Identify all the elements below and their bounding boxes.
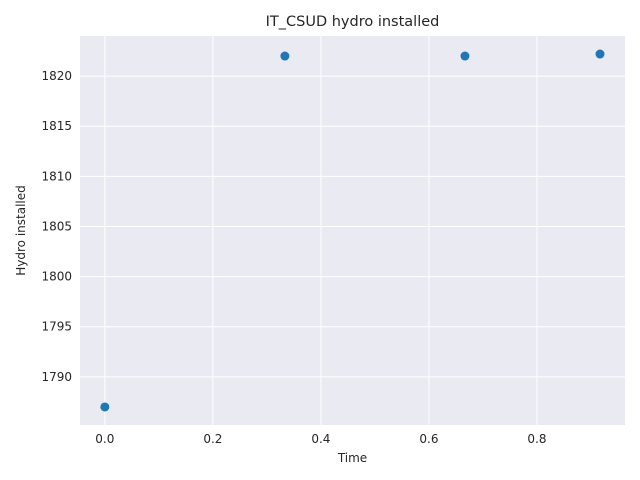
x-tick-labels: 0.0 0.2 0.4 0.6 0.8 <box>95 432 546 446</box>
grid-y <box>80 75 625 378</box>
data-point <box>460 51 470 61</box>
data-point <box>280 51 290 61</box>
grid-x <box>104 36 538 425</box>
y-tick-label: 1815 <box>41 119 72 133</box>
x-axis-label: Time <box>337 451 367 465</box>
y-axis-label: Hydro installed <box>14 185 28 276</box>
x-tick-label: 0.4 <box>311 432 330 446</box>
data-point <box>100 402 110 412</box>
data-point <box>595 49 605 59</box>
data-points <box>100 49 605 412</box>
x-tick-label: 0.2 <box>203 432 222 446</box>
y-tick-label: 1805 <box>41 219 72 233</box>
x-tick-label: 0.0 <box>95 432 114 446</box>
y-tick-labels: 1790 1795 1800 1805 1810 1815 1820 <box>41 69 72 384</box>
y-tick-label: 1800 <box>41 270 72 284</box>
y-tick-label: 1810 <box>41 169 72 183</box>
y-tick-label: 1820 <box>41 69 72 83</box>
x-tick-label: 0.6 <box>419 432 438 446</box>
y-tick-label: 1795 <box>41 320 72 334</box>
plot-area <box>80 36 625 425</box>
y-tick-label: 1790 <box>41 370 72 384</box>
chart-title: IT_CSUD hydro installed <box>266 14 440 30</box>
x-tick-label: 0.8 <box>527 432 546 446</box>
